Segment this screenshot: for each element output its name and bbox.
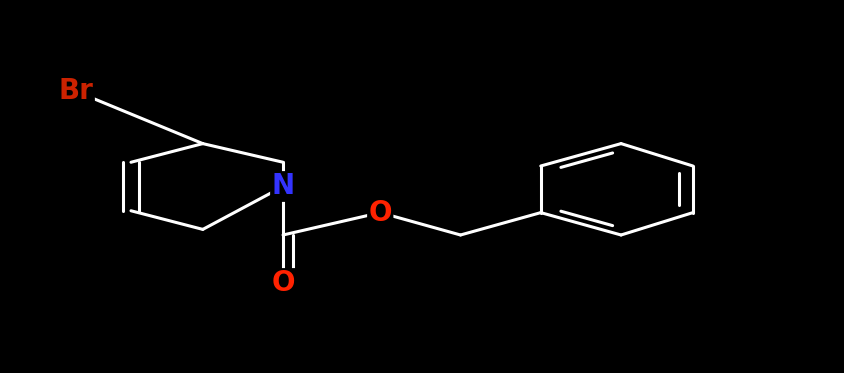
- Text: O: O: [368, 198, 392, 227]
- Text: Br: Br: [58, 77, 94, 106]
- Text: O: O: [271, 269, 295, 298]
- Text: N: N: [271, 172, 295, 201]
